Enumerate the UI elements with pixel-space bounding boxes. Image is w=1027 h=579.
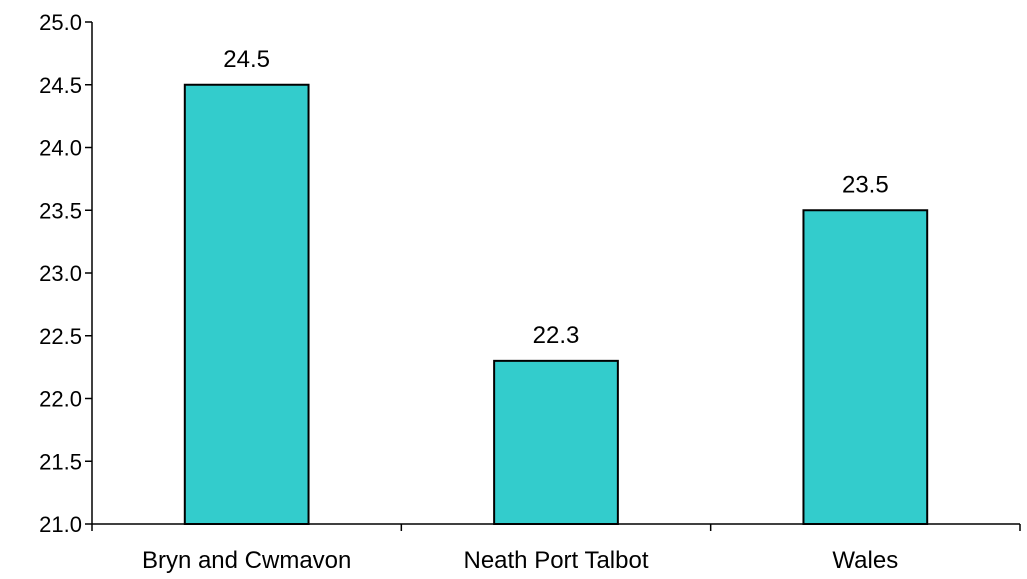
bar-2 [493, 359, 619, 525]
bar-1 [183, 83, 310, 525]
y-tick-label: 24.5 [39, 73, 82, 98]
y-tick-label: 23.5 [39, 198, 82, 223]
data-label-3: 23.5 [842, 171, 889, 198]
y-tick-label: 24.0 [39, 136, 82, 161]
data-label-2: 22.3 [533, 322, 580, 349]
y-tick-label: 25.0 [39, 10, 82, 35]
y-tick-label: 23.0 [39, 261, 82, 286]
bar-3 [802, 209, 929, 525]
y-tick-label: 22.5 [39, 324, 82, 349]
y-tick-label: 21.5 [39, 449, 82, 474]
category-label-1: Bryn and Cwmavon [142, 547, 351, 574]
y-tick-label: 22.0 [39, 387, 82, 412]
x-axis: Bryn and Cwmavon Neath Port Talbot Wales [91, 523, 1021, 574]
category-label-2: Neath Port Talbot [463, 547, 648, 574]
y-tick-label: 21.0 [39, 512, 82, 537]
data-labels: 24.5 22.3 23.5 [223, 46, 888, 349]
bars [183, 83, 929, 525]
y-axis: 21.0 21.5 22.0 22.5 23.0 23.5 24.0 24.5 25.0 [39, 10, 93, 537]
data-label-1: 24.5 [223, 46, 270, 73]
category-label-3: Wales [832, 547, 898, 574]
